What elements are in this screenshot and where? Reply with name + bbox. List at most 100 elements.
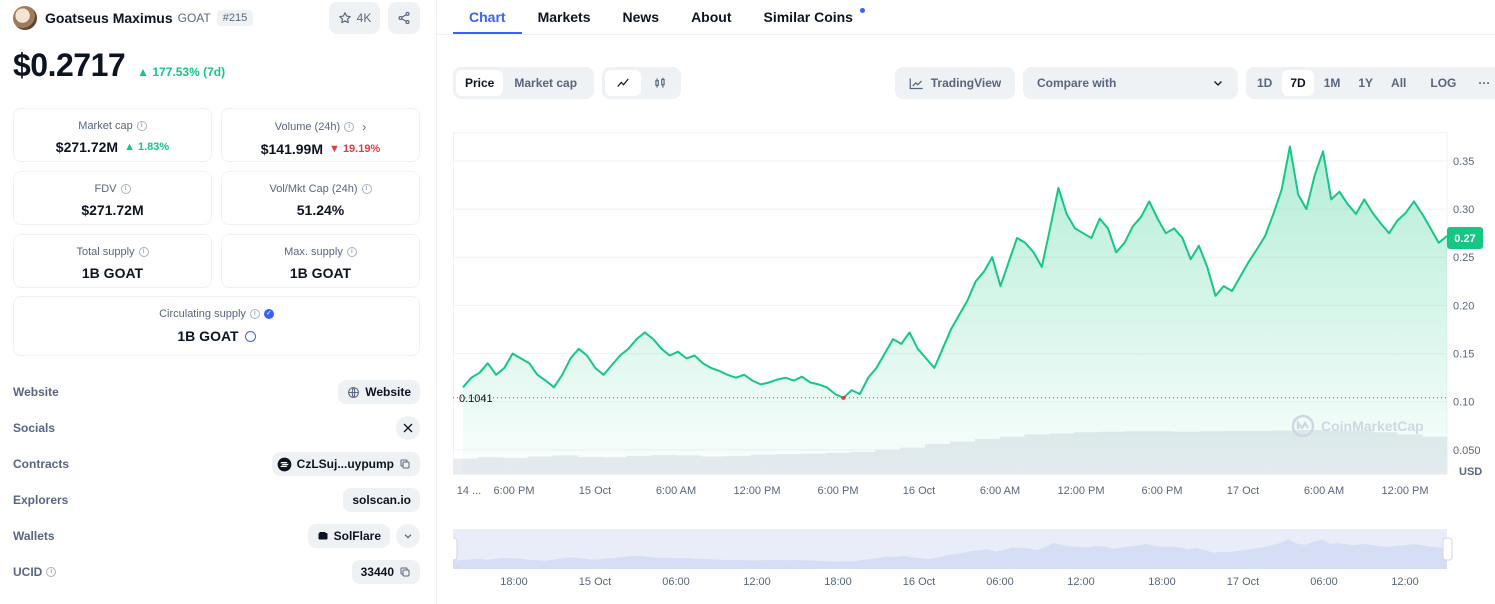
x-social-button[interactable] <box>396 416 420 440</box>
navigator-tick-label: 15 Oct <box>579 576 611 588</box>
verified-icon: ✓ <box>263 309 274 319</box>
y-tick-label: 0.050 <box>1453 445 1481 457</box>
range-1d-button[interactable]: 1D <box>1257 76 1273 90</box>
info-icon[interactable]: i <box>120 184 131 194</box>
circulating-supply-box: Circulating supply i ✓ 1B GOAT <box>13 296 420 356</box>
coin-logo <box>13 6 37 30</box>
low-point-marker <box>841 395 846 400</box>
navigator-tick-label: 17 Oct <box>1227 576 1259 588</box>
candle-chart-button[interactable] <box>643 70 677 96</box>
current-price-tag <box>1447 226 1483 249</box>
x-tick-label: 6:00 PM <box>818 485 859 497</box>
wallets-expand-button[interactable] <box>396 524 420 548</box>
x-tick-label: 6:00 AM <box>656 485 696 497</box>
vol-mkt-cap-label: Vol/Mkt Cap (24h) <box>269 183 358 195</box>
wallets-row: Wallets SolFlare <box>13 523 420 549</box>
candlestick-icon <box>655 77 665 88</box>
max-supply-label: Max. supply <box>284 246 343 258</box>
navigator-tick-label: 06:00 <box>986 576 1014 588</box>
chevron-down-icon <box>1214 81 1222 86</box>
rank-badge: #215 <box>216 10 254 26</box>
tab-about[interactable]: About <box>691 9 732 25</box>
range-7d-button[interactable]: 7D <box>1282 70 1314 96</box>
wallet-icon <box>318 532 328 540</box>
tab-similar-coins[interactable]: Similar Coins <box>748 0 873 34</box>
range-1m-button[interactable]: 1M <box>1323 76 1341 90</box>
circulating-supply-value: 1B GOAT <box>177 328 239 344</box>
info-icon[interactable]: i <box>361 184 372 194</box>
x-tick-label: 15 Oct <box>579 485 611 497</box>
website-link[interactable]: Website <box>338 380 420 404</box>
fdv-label: FDV <box>94 183 117 195</box>
total-supply-label: Total supply <box>76 246 135 258</box>
contracts-label: Contracts <box>13 457 70 471</box>
range-all-button[interactable]: All <box>1391 76 1407 90</box>
info-icon[interactable]: i <box>346 247 357 257</box>
watchlist-button[interactable]: 4K <box>329 2 380 34</box>
socials-label: Socials <box>13 421 56 435</box>
tab-markets[interactable]: Markets <box>537 9 591 25</box>
y-tick-label: 0.20 <box>1453 300 1474 312</box>
tab-chart[interactable]: Chart <box>453 0 522 34</box>
mcap-toggle-button[interactable]: Market cap <box>514 76 578 90</box>
copy-icon[interactable] <box>399 566 411 578</box>
fdv-box: FDV i $271.72M <box>13 171 212 225</box>
low-price-label: 0.1041 <box>459 393 493 405</box>
chart-type-toggle <box>602 67 681 99</box>
info-icon[interactable]: i <box>249 309 260 319</box>
market-cap-change: ▲ 1.83% <box>124 141 170 153</box>
market-cap-box: Market cap i $271.72M ▲ 1.83% <box>13 108 212 162</box>
star-icon <box>338 12 351 24</box>
info-icon[interactable]: i <box>344 122 355 132</box>
navigator-tick-label: 12:00 <box>1067 576 1095 588</box>
x-tick-label: 16 Oct <box>903 485 935 497</box>
website-value: Website <box>365 385 411 399</box>
tradingview-label: TradingView <box>930 76 1002 90</box>
socials-row: Socials <box>13 415 420 441</box>
market-cap-value: $271.72M <box>55 139 119 155</box>
wallet-link[interactable]: SolFlare <box>307 524 390 548</box>
vol-mkt-cap-value: 51.24% <box>296 202 345 218</box>
x-tick-label: 6:00 PM <box>1142 485 1183 497</box>
tab-similar-coins-label: Similar Coins <box>763 9 853 25</box>
website-row: Website Website <box>13 379 420 405</box>
price-line <box>462 145 1448 399</box>
explorers-label: Explorers <box>13 493 69 507</box>
navigator-handle-left[interactable] <box>453 537 458 561</box>
coin-price: $0.2717 <box>13 47 126 83</box>
contract-pill[interactable]: CzLSuj...uypump <box>271 452 420 476</box>
y-tick-label: 0.10 <box>1453 397 1474 409</box>
globe-icon <box>348 386 360 398</box>
line-chart-button[interactable] <box>605 70 641 96</box>
website-label: Website <box>13 385 59 399</box>
info-icon[interactable]: i <box>136 121 147 131</box>
price-row: $0.2717 ▲ 177.53% (7d) <box>13 47 225 84</box>
navigator-handle-right[interactable] <box>1442 537 1453 561</box>
max-supply-value: 1B GOAT <box>289 265 352 281</box>
share-button[interactable] <box>388 2 420 34</box>
main-tabs: Chart Markets News About Similar Coins <box>453 0 873 34</box>
info-icon[interactable]: i <box>46 567 57 577</box>
volume-box[interactable]: Volume (24h) i › $141.99M ▼ 19.19% <box>221 108 420 162</box>
tab-news[interactable]: News <box>622 9 660 25</box>
price-toggle-button[interactable]: Price <box>456 70 504 96</box>
navigator-tick-label: 06:00 <box>662 576 690 588</box>
coinmarketcap-logo-icon <box>1291 414 1315 438</box>
vol-mkt-cap-box: Vol/Mkt Cap (24h) i 51.24% <box>221 171 420 225</box>
coin-symbol: GOAT <box>177 11 211 25</box>
copy-icon[interactable] <box>399 458 411 470</box>
x-logo-icon <box>403 423 413 433</box>
compare-dropdown[interactable]: Compare with <box>1023 67 1238 99</box>
ucid-row: UCID i 33440 <box>13 559 420 585</box>
range-log-button[interactable]: LOG <box>1430 76 1457 90</box>
tradingview-button[interactable]: TradingView <box>895 67 1015 99</box>
info-icon[interactable]: i <box>138 247 149 257</box>
price-chart[interactable]: 0.050 0.10 0.15 0.20 0.25 0.30 0.35 USD 0.1041 0.… <box>453 132 1495 604</box>
range-1y-button[interactable]: 1Y <box>1358 76 1374 90</box>
time-range-selector: 1D 7D 1M 1Y All LOG ··· <box>1246 67 1495 99</box>
more-options-button[interactable]: ··· <box>1478 76 1491 90</box>
ucid-pill[interactable]: 33440 <box>351 560 420 584</box>
navigator-series <box>453 539 1447 569</box>
watermark-text: CoinMarketCap <box>1321 418 1424 434</box>
explorer-link[interactable]: solscan.io <box>343 488 420 512</box>
